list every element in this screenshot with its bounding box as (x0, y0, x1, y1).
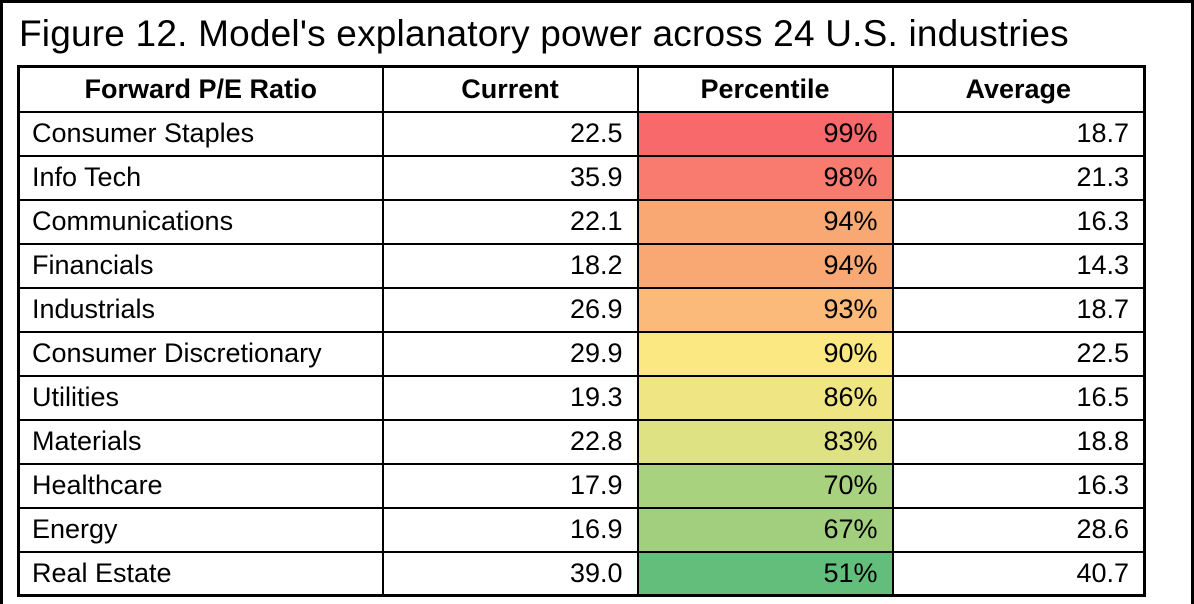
percentile-cell: 83% (636, 418, 894, 465)
table-row: Materials 22.8 83% 18.8 (17, 418, 1146, 465)
industry-cell: Energy (17, 506, 384, 553)
current-pe-cell: 39.0 (381, 550, 639, 597)
average-pe-cell: 16.3 (891, 198, 1146, 245)
percentile-cell: 67% (636, 506, 894, 553)
current-pe-cell: 29.9 (381, 330, 639, 377)
industry-cell: Communications (17, 198, 384, 245)
current-pe-cell: 26.9 (381, 286, 639, 333)
column-header-industry: Forward P/E Ratio (17, 65, 384, 113)
current-pe-cell: 16.9 (381, 506, 639, 553)
table-row: Utilities 19.3 86% 16.5 (17, 374, 1146, 421)
table-row: Real Estate 39.0 51% 40.7 (17, 550, 1146, 597)
average-pe-cell: 28.6 (891, 506, 1146, 553)
industry-cell: Industrials (17, 286, 384, 333)
current-pe-cell: 35.9 (381, 154, 639, 201)
average-pe-cell: 18.8 (891, 418, 1146, 465)
average-pe-cell: 22.5 (891, 330, 1146, 377)
industry-cell: Materials (17, 418, 384, 465)
current-pe-cell: 18.2 (381, 242, 639, 289)
industry-cell: Consumer Discretionary (17, 330, 384, 377)
current-pe-cell: 22.1 (381, 198, 639, 245)
average-pe-cell: 16.3 (891, 462, 1146, 509)
industry-cell: Real Estate (17, 550, 384, 597)
percentile-cell: 93% (636, 286, 894, 333)
percentile-cell: 99% (636, 110, 894, 157)
industry-cell: Financials (17, 242, 384, 289)
current-pe-cell: 22.8 (381, 418, 639, 465)
table-row: Communications 22.1 94% 16.3 (17, 198, 1146, 245)
column-header-average: Average (891, 65, 1146, 113)
figure-title: Figure 12. Model's explanatory power acr… (19, 13, 1069, 54)
table-row: Energy 16.9 67% 28.6 (17, 506, 1146, 553)
forward-pe-table: Forward P/E Ratio Current Percentile Averag… (17, 65, 1146, 597)
industry-cell: Healthcare (17, 462, 384, 509)
table-row: Industrials 26.9 93% 18.7 (17, 286, 1146, 333)
average-pe-cell: 40.7 (891, 550, 1146, 597)
table-row: Financials 18.2 94% 14.3 (17, 242, 1146, 289)
table-row: Consumer Discretionary 29.9 90% 22.5 (17, 330, 1146, 377)
percentile-cell: 70% (636, 462, 894, 509)
percentile-cell: 90% (636, 330, 894, 377)
percentile-cell: 86% (636, 374, 894, 421)
percentile-cell: 51% (636, 550, 894, 597)
percentile-cell: 94% (636, 198, 894, 245)
column-header-current: Current (381, 65, 639, 113)
table-header-row: Forward P/E Ratio Current Percentile Averag… (17, 65, 1146, 113)
table-row: Info Tech 35.9 98% 21.3 (17, 154, 1146, 201)
percentile-cell: 98% (636, 154, 894, 201)
current-pe-cell: 19.3 (381, 374, 639, 421)
industry-cell: Utilities (17, 374, 384, 421)
percentile-cell: 94% (636, 242, 894, 289)
column-header-percentile: Percentile (636, 65, 894, 113)
industry-cell: Info Tech (17, 154, 384, 201)
table-row: Consumer Staples 22.5 99% 18.7 (17, 110, 1146, 157)
industry-cell: Consumer Staples (17, 110, 384, 157)
average-pe-cell: 14.3 (891, 242, 1146, 289)
average-pe-cell: 21.3 (891, 154, 1146, 201)
current-pe-cell: 22.5 (381, 110, 639, 157)
current-pe-cell: 17.9 (381, 462, 639, 509)
table-row: Healthcare 17.9 70% 16.3 (17, 462, 1146, 509)
average-pe-cell: 18.7 (891, 110, 1146, 157)
average-pe-cell: 18.7 (891, 286, 1146, 333)
average-pe-cell: 16.5 (891, 374, 1146, 421)
